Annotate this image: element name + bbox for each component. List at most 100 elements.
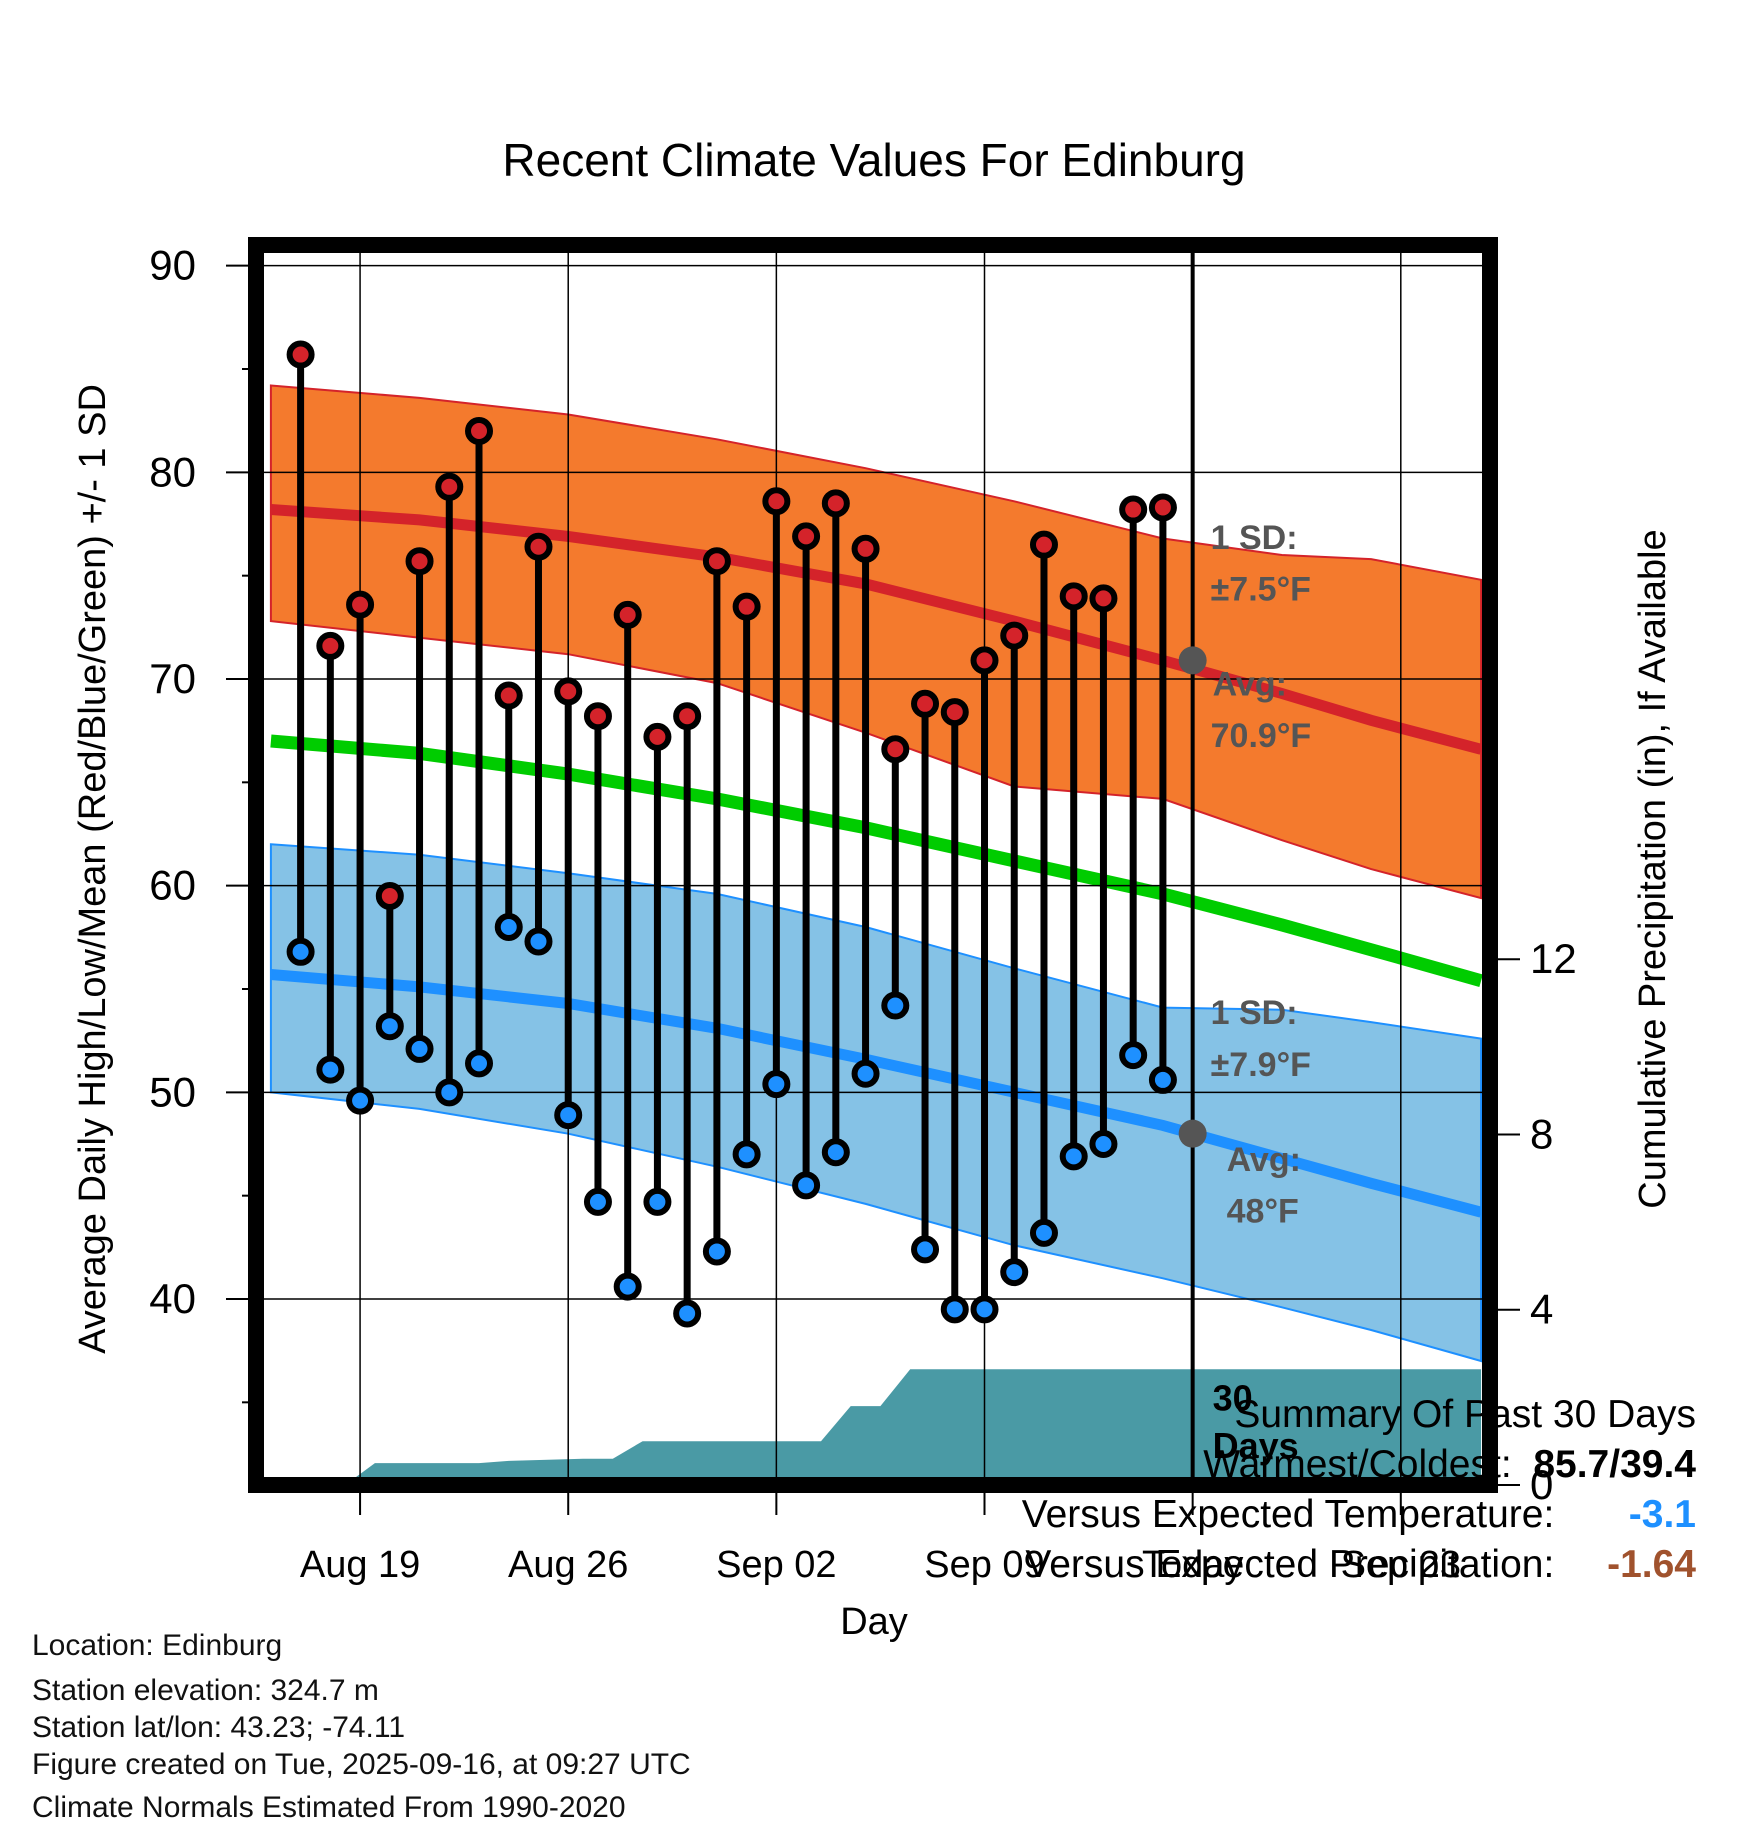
y2-tick-label-0: 0 <box>1530 1461 1553 1508</box>
low-sd-band <box>269 843 1483 1363</box>
elevation-text: Station elevation: 324.7 m <box>32 1674 379 1707</box>
daily-high-point <box>732 592 761 621</box>
summary-title: Summary Of Past 30 Days <box>1234 1393 1696 1436</box>
created-text: Figure created on Tue, 2025-09-16, at 09… <box>32 1748 691 1781</box>
daily-high-point <box>643 722 672 751</box>
daily-high-point <box>554 677 583 706</box>
low-sd-label: 1 SD: <box>1211 994 1298 1032</box>
daily-high-point <box>821 489 850 518</box>
x-tick-label-today: Today <box>1142 1544 1243 1586</box>
daily-high-point <box>1089 584 1118 613</box>
daily-low-point <box>465 1049 494 1078</box>
daily-low-point <box>346 1086 375 1115</box>
daily-low-point <box>1029 1218 1058 1247</box>
high-sd-band <box>269 384 1483 900</box>
daily-low-point <box>940 1295 969 1324</box>
daily-high-point <box>494 681 523 710</box>
chart-title: Recent Climate Values For Edinburg <box>502 134 1245 186</box>
daily-high-point <box>881 735 910 764</box>
daily-high-point <box>465 417 494 445</box>
daily-high-point <box>911 689 940 718</box>
daily-high-point <box>970 646 999 675</box>
today-avg-low-point <box>1178 1119 1207 1148</box>
daily-low-point <box>1089 1130 1118 1158</box>
location-text: Location: Edinburg <box>32 1629 283 1662</box>
plot-frame <box>248 237 1498 1493</box>
low-avg-value: 48°F <box>1227 1193 1299 1231</box>
daily-low-point <box>405 1034 434 1063</box>
high-sd-value: ±7.5°F <box>1211 570 1311 608</box>
daily-high-point <box>435 472 464 501</box>
daily-low-point <box>911 1235 940 1264</box>
daily-low-point <box>762 1070 791 1099</box>
high-avg-value: 70.9°F <box>1211 717 1312 755</box>
x-tick-label-aug-26: Aug 26 <box>508 1544 628 1586</box>
x-tick-label-sep-02: Sep 02 <box>716 1544 836 1586</box>
normal-mean-line <box>270 734 1483 987</box>
warmest-coldest-row: Warmest/Coldest: 85.7/39.4 <box>1022 1440 1696 1490</box>
daily-high-point <box>405 547 434 576</box>
y-tick-label-50: 50 <box>149 1068 196 1115</box>
precip-departure-row: Versus Expected Precipitation: -1.64 <box>1022 1540 1696 1590</box>
daily-high-point <box>613 600 642 629</box>
daily-high-point <box>1029 530 1058 559</box>
daily-low-point <box>316 1055 345 1084</box>
high-avg-label: Avg: <box>1213 666 1287 704</box>
daily-low-point <box>375 1012 404 1041</box>
daily-high-point <box>940 698 969 727</box>
daily-low-point <box>1059 1142 1088 1171</box>
daily-high-point <box>702 547 731 576</box>
period-number: 30 <box>1213 1378 1253 1419</box>
daily-high-point <box>1059 582 1088 611</box>
daily-high-point <box>1148 493 1177 522</box>
high-sd-label: 1 SD: <box>1211 519 1298 557</box>
precip-departure-label: Versus Expected Precipitation: <box>1025 1543 1555 1586</box>
daily-high-point <box>851 534 880 563</box>
x-tick-label-aug-19: Aug 19 <box>300 1544 420 1586</box>
daily-low-point <box>1119 1041 1148 1070</box>
daily-low-point <box>673 1299 702 1328</box>
precipitation-area <box>285 1369 1482 1485</box>
temp-departure-value: -3.1 <box>1628 1493 1696 1536</box>
y-tick-label-70: 70 <box>149 655 196 702</box>
daily-high-point <box>375 882 404 910</box>
daily-high-point <box>673 702 702 731</box>
daily-low-point <box>1000 1258 1029 1287</box>
x-tick-label-sep-23: Sep 23 <box>1341 1544 1461 1586</box>
daily-high-point <box>316 631 345 660</box>
daily-low-point <box>970 1295 999 1324</box>
plot-inner <box>256 245 1490 1485</box>
x-axis-label: Day <box>840 1601 908 1643</box>
daily-low-point <box>524 927 553 956</box>
daily-low-point <box>435 1078 464 1107</box>
low-sd-value: ±7.9°F <box>1211 1046 1311 1084</box>
y2-tick-label-8: 8 <box>1530 1110 1553 1157</box>
station-info: Location: Edinburg Station elevation: 32… <box>32 1627 691 1826</box>
temp-departure-row: Versus Expected Temperature: -3.1 <box>1022 1490 1696 1540</box>
normals-period-text: Climate Normals Estimated From 1990-2020 <box>32 1791 626 1824</box>
daily-high-point <box>286 340 315 369</box>
y-tick-label-80: 80 <box>149 448 196 495</box>
latlon-text: Station lat/lon: 43.23; -74.11 <box>32 1711 406 1744</box>
daily-low-point <box>702 1237 731 1266</box>
precip-departure-value: -1.64 <box>1607 1543 1696 1586</box>
daily-low-point <box>851 1059 880 1088</box>
y-axis-label: Average Daily High/Low/Mean (Red/Blue/Gr… <box>72 384 114 1354</box>
daily-high-point <box>346 590 375 619</box>
daily-high-point <box>1119 495 1148 524</box>
daily-low-point <box>1148 1065 1177 1094</box>
plot-area: 1 SD: ±7.5°F Avg: 70.9°F 1 SD: ±7.9°F Avg: 48°F… <box>149 237 1577 1586</box>
daily-low-point <box>583 1187 612 1216</box>
daily-low-point <box>821 1138 850 1167</box>
y2-axis-label: Cumulative Precipitation (in), If Availa… <box>1632 529 1674 1208</box>
today-avg-high-point <box>1178 646 1207 675</box>
daily-low-point <box>494 913 523 941</box>
y-tick-label-90: 90 <box>149 242 196 289</box>
daily-low-point <box>613 1272 642 1301</box>
x-tick-label-sep-09: Sep 09 <box>924 1544 1044 1586</box>
daily-low-point <box>286 937 315 966</box>
warmest-coldest-label: Warmest/Coldest: <box>1203 1443 1512 1486</box>
low-avg-label: Avg: <box>1227 1141 1301 1179</box>
daily-low-point <box>792 1171 821 1200</box>
